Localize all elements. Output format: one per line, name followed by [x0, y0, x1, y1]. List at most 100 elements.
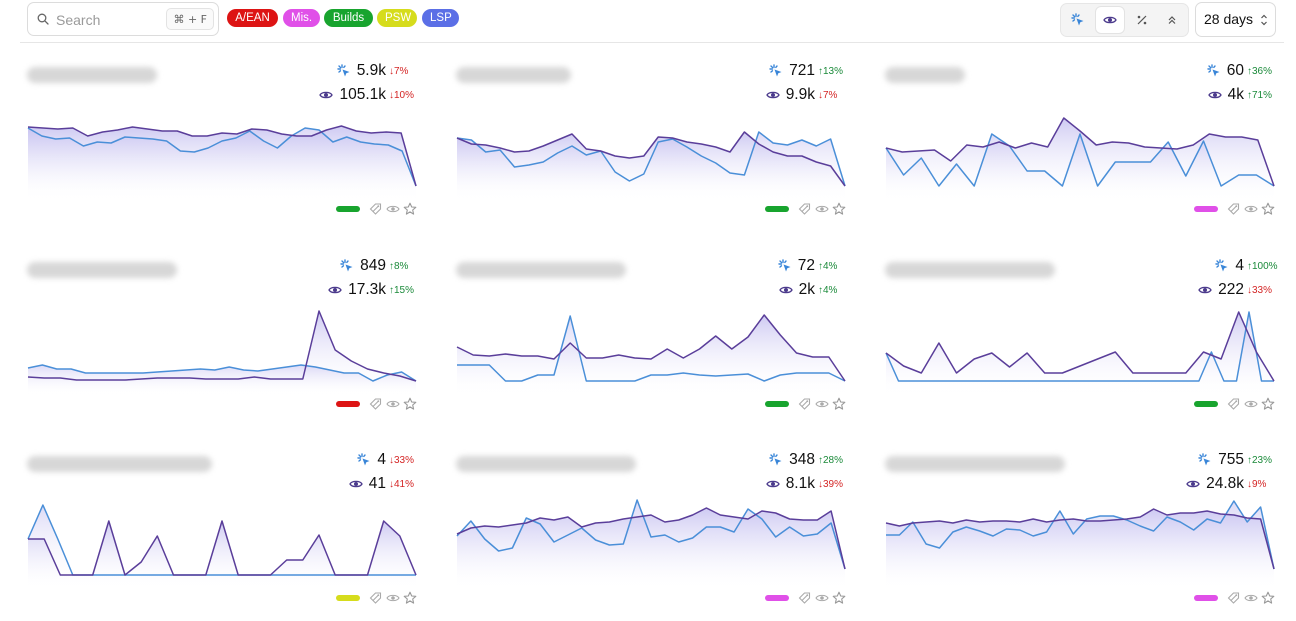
tag-filter-lsp[interactable]: LSP [422, 9, 459, 27]
site-tag-pill[interactable] [1194, 401, 1218, 407]
traffic-sparkline[interactable] [885, 489, 1275, 589]
clicks-line [885, 311, 1274, 382]
tag-icon[interactable] [1227, 397, 1241, 411]
star-icon[interactable] [832, 202, 846, 216]
eye-icon[interactable] [386, 202, 400, 216]
sparkle-icon [1215, 259, 1228, 272]
tag-filter-mis[interactable]: Mis. [283, 9, 320, 27]
eye-icon[interactable] [815, 397, 829, 411]
traffic-sparkline[interactable] [456, 489, 846, 589]
tag-icon[interactable] [1227, 202, 1241, 216]
ctr-view-button[interactable] [1128, 7, 1156, 33]
site-tag-pill[interactable] [336, 401, 360, 407]
site-tag-pill[interactable] [336, 595, 360, 601]
impressions-value: 2k [798, 281, 815, 298]
impressions-view-button[interactable] [1096, 7, 1124, 33]
tag-filter-aean[interactable]: A/EAN [227, 9, 278, 27]
eye-icon[interactable] [815, 202, 829, 216]
traffic-sparkline[interactable] [27, 489, 417, 589]
tag-icon[interactable] [369, 397, 383, 411]
impressions-value: 222 [1218, 281, 1244, 298]
site-domain-blurred[interactable] [27, 67, 157, 83]
star-icon[interactable] [832, 591, 846, 605]
tag-icon[interactable] [369, 202, 383, 216]
site-domain-blurred[interactable] [456, 456, 636, 472]
traffic-sparkline[interactable] [27, 295, 417, 395]
impressions-delta: ↓10% [389, 89, 415, 101]
clicks-line [27, 127, 417, 187]
clicks-value: 4 [1235, 257, 1244, 274]
site-card[interactable]: 849 ↑8% 17.3k ↑15% [27, 255, 417, 415]
star-icon[interactable] [403, 591, 417, 605]
site-card[interactable]: 72 ↑4% 2k ↑4% [456, 255, 846, 415]
tag-filter-psw[interactable]: PSW [377, 9, 417, 27]
site-tag-pill[interactable] [765, 595, 789, 601]
date-range-label: 28 days [1204, 11, 1254, 27]
eye-icon[interactable] [1244, 397, 1258, 411]
site-card[interactable]: 60 ↑36% 4k ↑71% [885, 60, 1275, 220]
site-tag-pill[interactable] [1194, 206, 1218, 212]
site-tag-pill[interactable] [1194, 595, 1218, 601]
site-domain-blurred[interactable] [27, 456, 212, 472]
star-icon[interactable] [1261, 591, 1275, 605]
site-card[interactable]: 4 ↑100% 222 ↓33% [885, 255, 1278, 415]
star-icon[interactable] [832, 397, 846, 411]
star-icon[interactable] [1261, 202, 1275, 216]
position-view-button[interactable] [1158, 7, 1186, 33]
star-icon[interactable] [403, 202, 417, 216]
impressions-value: 4k [1227, 86, 1244, 103]
card-actions [765, 397, 846, 411]
site-domain-blurred[interactable] [885, 67, 965, 83]
eye-icon[interactable] [1244, 202, 1258, 216]
site-card[interactable]: 721 ↑13% 9.9k ↓7% [456, 60, 846, 220]
eye-icon[interactable] [1244, 591, 1258, 605]
star-icon[interactable] [403, 397, 417, 411]
traffic-sparkline[interactable] [885, 100, 1275, 200]
search-input[interactable] [56, 10, 171, 30]
impressions-line [27, 310, 417, 382]
sparkline-svg [456, 314, 846, 395]
eye-icon[interactable] [386, 397, 400, 411]
impressions-line [885, 508, 1275, 570]
traffic-sparkline[interactable] [885, 295, 1275, 395]
site-tag-pill[interactable] [765, 401, 789, 407]
site-domain-blurred[interactable] [885, 456, 1065, 472]
date-range-select[interactable]: 28 days [1195, 2, 1276, 37]
sparkle-icon [357, 453, 370, 466]
tag-icon[interactable] [798, 591, 812, 605]
search-box[interactable]: ⌘ + F [27, 2, 219, 36]
site-card[interactable]: 755 ↑23% 24.8k ↓9% [885, 449, 1275, 609]
top-toolbar: ⌘ + F A/EAN Mis. Builds PSW LSP [20, 0, 1284, 43]
tag-icon[interactable] [1227, 591, 1241, 605]
impressions-line [456, 131, 846, 187]
site-domain-blurred[interactable] [27, 262, 177, 278]
clicks-delta: ↑13% [818, 65, 844, 77]
sparkline-svg [885, 500, 1275, 589]
eye-icon[interactable] [386, 591, 400, 605]
traffic-sparkline[interactable] [456, 100, 846, 200]
site-card[interactable]: 348 ↑28% 8.1k ↓39% [456, 449, 846, 609]
site-domain-blurred[interactable] [885, 262, 1055, 278]
clicks-view-button[interactable] [1064, 7, 1092, 33]
site-tag-pill[interactable] [336, 206, 360, 212]
tag-icon[interactable] [798, 397, 812, 411]
site-tag-pill[interactable] [765, 206, 789, 212]
clicks-line [27, 364, 417, 382]
traffic-sparkline[interactable] [456, 295, 846, 395]
tag-icon[interactable] [369, 591, 383, 605]
clicks-line [457, 315, 846, 382]
site-card[interactable]: 4 ↓33% 41 ↓41% [27, 449, 417, 609]
tag-icon[interactable] [798, 202, 812, 216]
search-icon [37, 13, 49, 25]
eye-icon [319, 91, 334, 99]
site-card[interactable]: 5.9k ↓7% 105.1k ↓10% [27, 60, 417, 220]
metric-view-toggle [1060, 3, 1189, 37]
site-domain-blurred[interactable] [456, 262, 626, 278]
sparkline-svg [456, 131, 846, 200]
site-domain-blurred[interactable] [456, 67, 571, 83]
star-icon[interactable] [1261, 397, 1275, 411]
traffic-sparkline[interactable] [27, 100, 417, 200]
tag-filter-builds[interactable]: Builds [324, 9, 373, 27]
impressions-area [886, 312, 1274, 395]
eye-icon[interactable] [815, 591, 829, 605]
